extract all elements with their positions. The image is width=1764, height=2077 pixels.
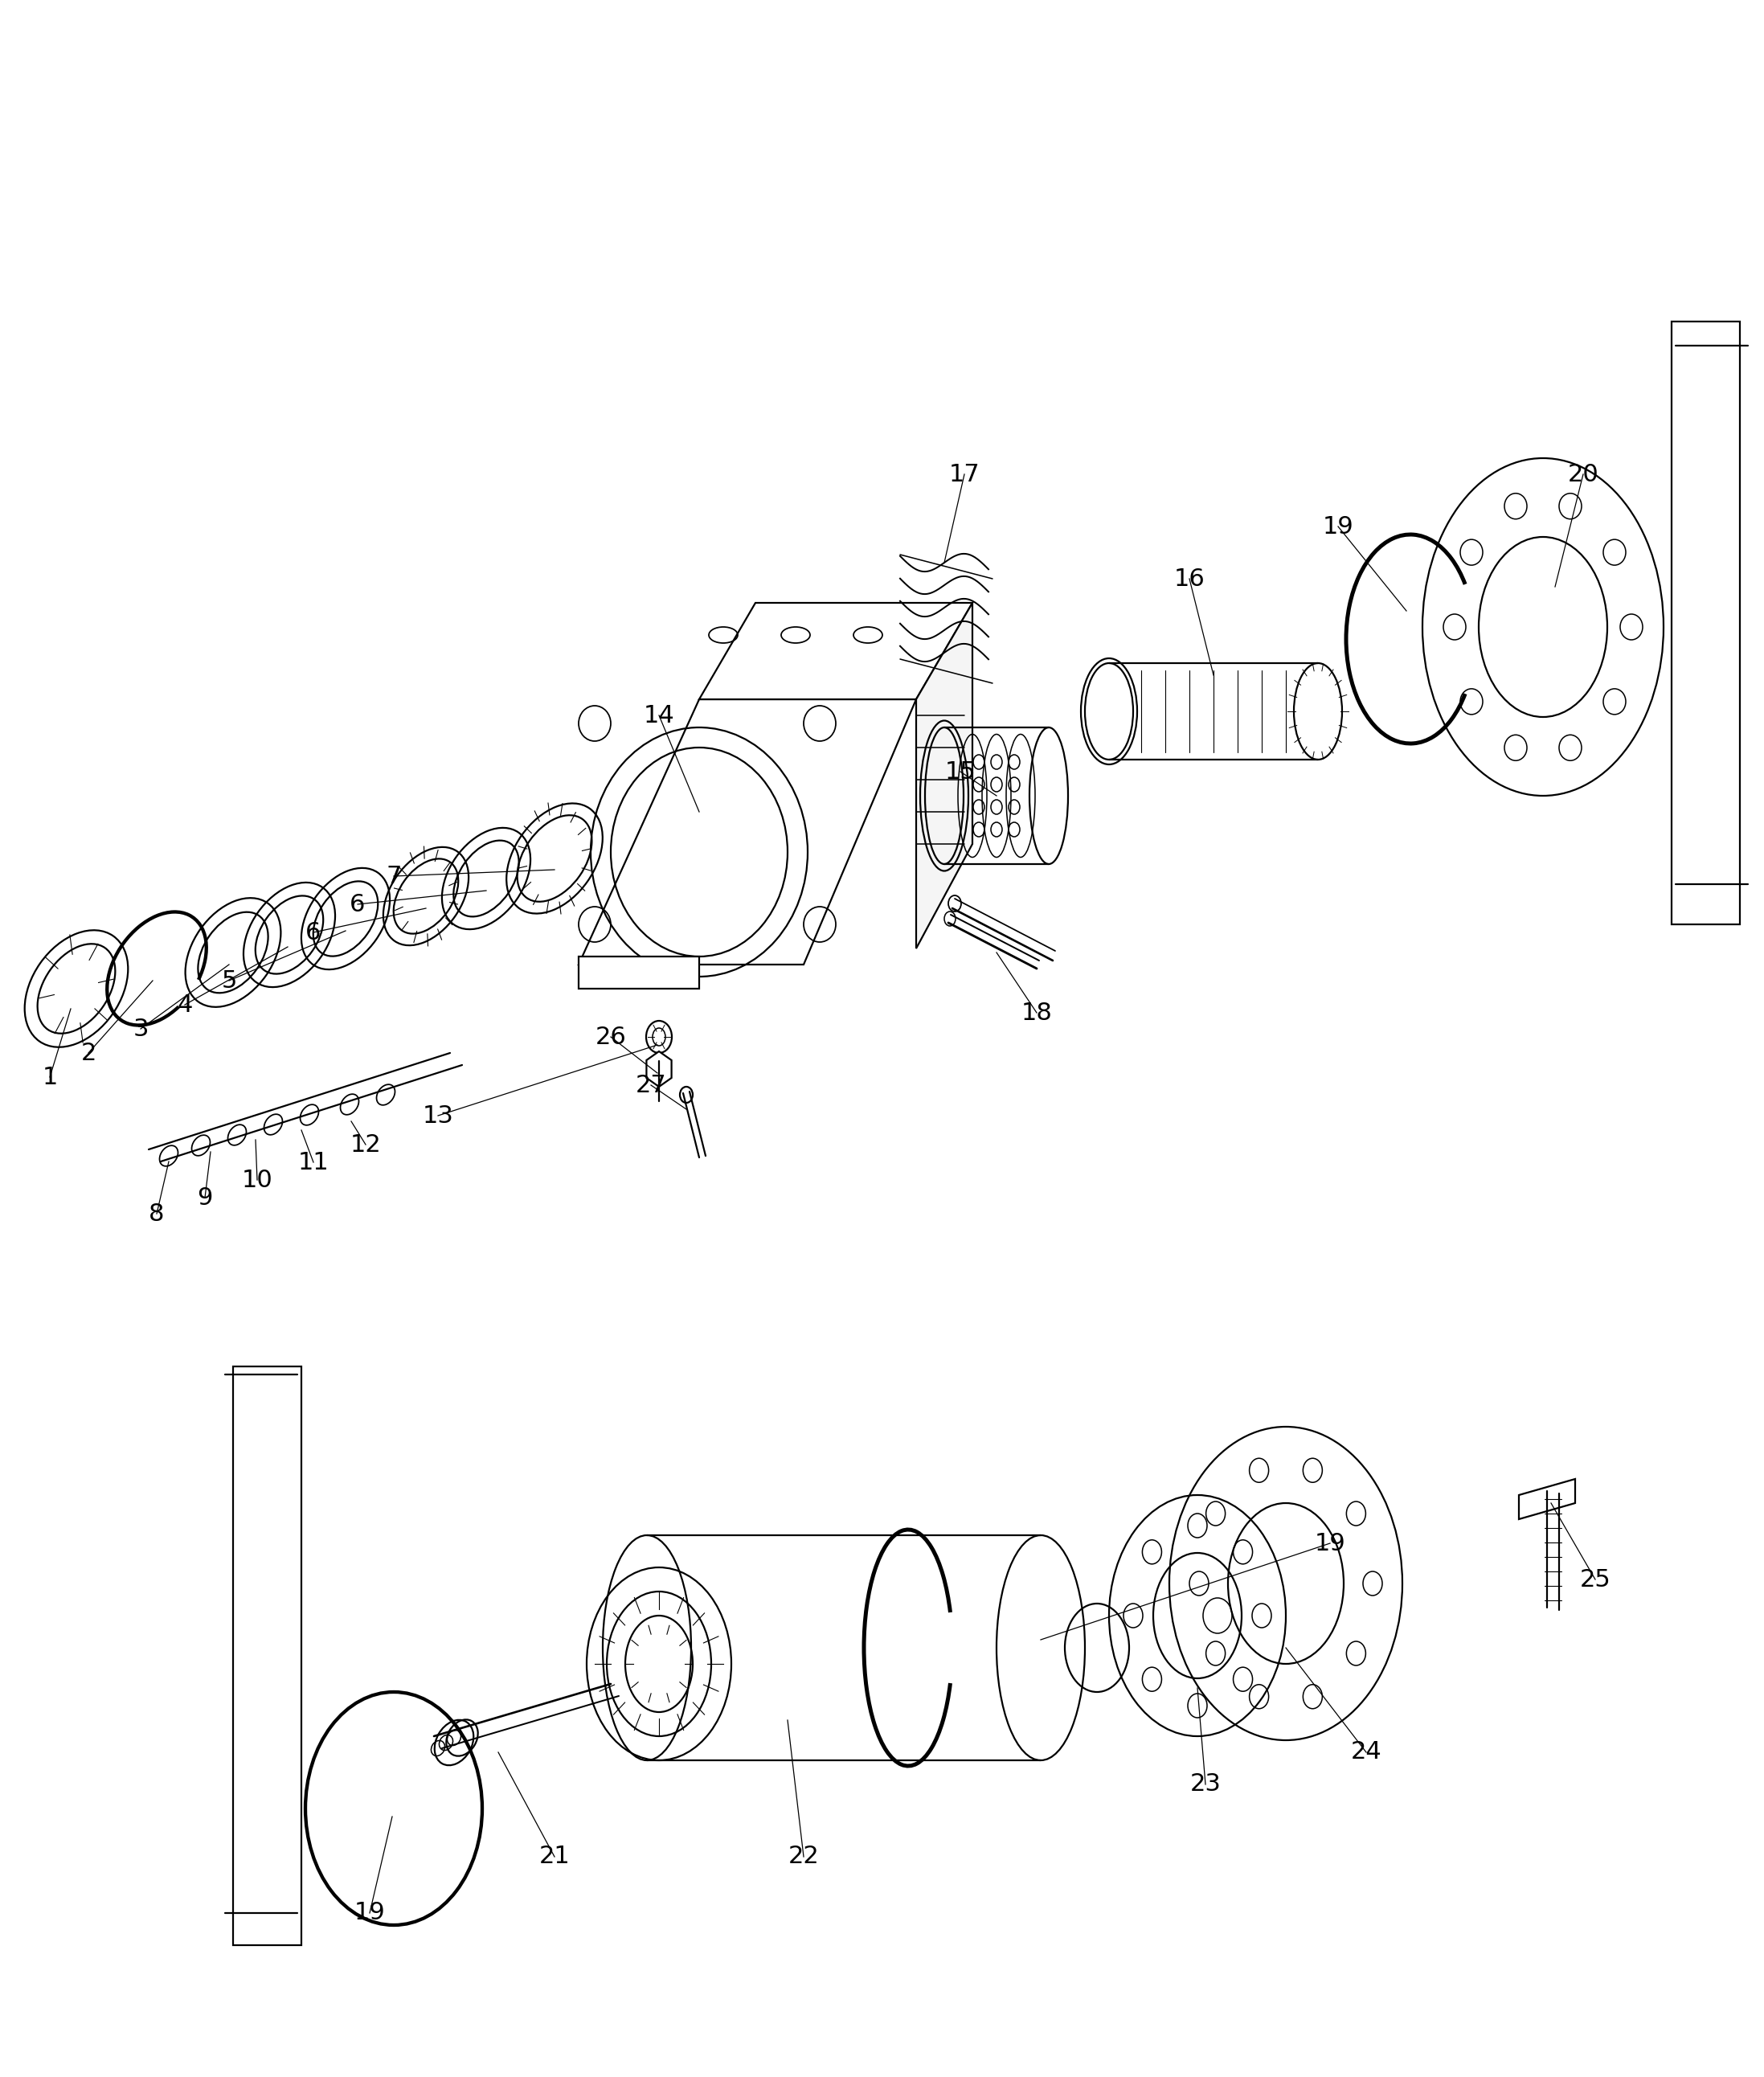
Text: 12: 12 bbox=[349, 1132, 381, 1157]
Text: 26: 26 bbox=[594, 1026, 626, 1049]
Polygon shape bbox=[579, 700, 916, 964]
Polygon shape bbox=[916, 602, 972, 949]
Polygon shape bbox=[1672, 322, 1739, 924]
Polygon shape bbox=[1519, 1479, 1575, 1518]
Polygon shape bbox=[579, 957, 699, 989]
Text: 13: 13 bbox=[422, 1105, 453, 1128]
Text: 8: 8 bbox=[148, 1203, 164, 1225]
Text: 21: 21 bbox=[540, 1844, 570, 1869]
Text: 10: 10 bbox=[242, 1167, 273, 1192]
Text: 19: 19 bbox=[355, 1900, 385, 1925]
Text: 23: 23 bbox=[1191, 1774, 1221, 1797]
Text: 19: 19 bbox=[1323, 515, 1353, 538]
Text: 5: 5 bbox=[220, 970, 236, 993]
Text: 9: 9 bbox=[198, 1186, 213, 1209]
Text: 7: 7 bbox=[386, 864, 402, 887]
Polygon shape bbox=[699, 602, 972, 700]
Text: 6: 6 bbox=[305, 920, 321, 945]
Text: 14: 14 bbox=[644, 704, 674, 727]
Text: 24: 24 bbox=[1351, 1741, 1381, 1763]
Text: 1: 1 bbox=[42, 1066, 58, 1088]
Text: 11: 11 bbox=[298, 1151, 330, 1174]
Text: 18: 18 bbox=[1021, 1001, 1053, 1024]
Text: 20: 20 bbox=[1568, 463, 1598, 486]
Text: 22: 22 bbox=[789, 1844, 818, 1869]
Text: 16: 16 bbox=[1173, 567, 1205, 590]
Polygon shape bbox=[646, 1051, 672, 1086]
Text: 25: 25 bbox=[1581, 1568, 1611, 1591]
Text: 15: 15 bbox=[946, 760, 975, 783]
Polygon shape bbox=[233, 1367, 302, 1946]
Text: 17: 17 bbox=[949, 463, 981, 486]
Text: 6: 6 bbox=[349, 893, 365, 916]
Text: 27: 27 bbox=[635, 1074, 667, 1097]
Text: 2: 2 bbox=[81, 1041, 97, 1066]
Text: 3: 3 bbox=[132, 1018, 148, 1041]
Text: 4: 4 bbox=[176, 993, 192, 1016]
Text: 19: 19 bbox=[1314, 1531, 1346, 1556]
